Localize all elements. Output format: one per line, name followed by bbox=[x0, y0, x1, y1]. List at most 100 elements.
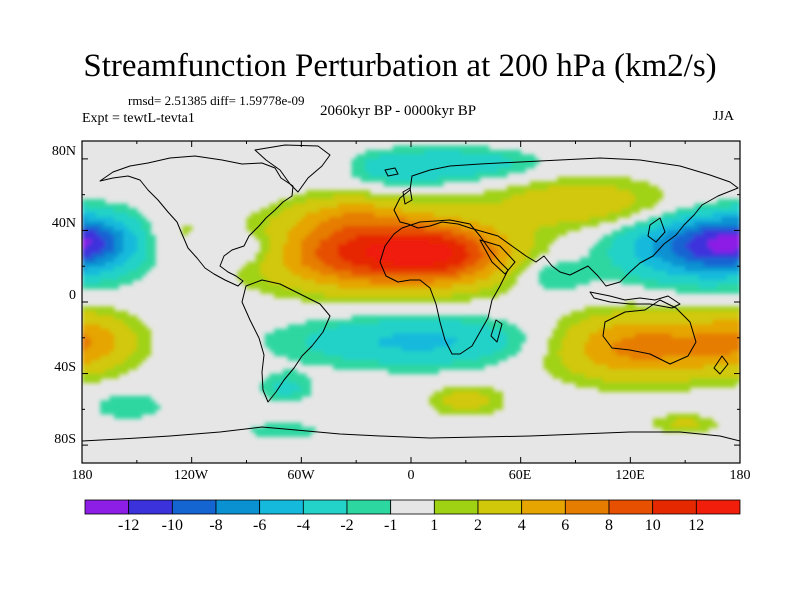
field-cell bbox=[676, 208, 682, 214]
field-cell bbox=[447, 194, 453, 200]
field-cell bbox=[680, 310, 686, 317]
field-cell bbox=[109, 373, 115, 379]
field-cell bbox=[82, 275, 88, 281]
field-cell bbox=[516, 333, 522, 339]
field-cell bbox=[411, 342, 417, 348]
field-cell bbox=[465, 266, 471, 272]
field-cell bbox=[456, 360, 462, 366]
field-cell bbox=[708, 310, 714, 317]
field-cell bbox=[411, 270, 417, 276]
field-cell bbox=[337, 293, 344, 299]
field-cell bbox=[369, 293, 376, 299]
field-cell bbox=[369, 234, 376, 240]
field-cell bbox=[566, 181, 572, 187]
field-cell bbox=[484, 208, 490, 214]
field-cell bbox=[456, 337, 462, 343]
field-cell bbox=[91, 217, 97, 223]
colorbar-label: -6 bbox=[253, 517, 267, 534]
field-cell bbox=[305, 252, 312, 258]
field-cell bbox=[474, 248, 481, 254]
field-cell bbox=[543, 364, 549, 370]
field-cell bbox=[598, 386, 604, 393]
field-cell bbox=[543, 203, 549, 209]
field-cell bbox=[269, 248, 275, 254]
field-cell bbox=[388, 199, 394, 205]
field-cell bbox=[91, 306, 97, 312]
field-cell bbox=[456, 176, 462, 182]
field-cell bbox=[415, 154, 421, 160]
field-cell bbox=[506, 212, 513, 218]
field-cell bbox=[589, 360, 595, 366]
field-cell bbox=[676, 221, 682, 227]
field-cell bbox=[438, 212, 444, 218]
field-cell bbox=[698, 234, 705, 240]
field-cell bbox=[379, 257, 385, 263]
field-cell bbox=[123, 342, 129, 348]
field-cell bbox=[694, 284, 700, 290]
field-cell bbox=[360, 288, 366, 294]
field-cell bbox=[438, 234, 444, 240]
field-cell bbox=[721, 199, 727, 205]
field-cell bbox=[433, 270, 440, 276]
field-cell bbox=[648, 386, 654, 393]
field-cell bbox=[356, 275, 362, 281]
field-cell bbox=[575, 310, 581, 317]
field-cell bbox=[123, 212, 129, 218]
field-cell bbox=[589, 208, 595, 214]
field-cell bbox=[598, 176, 604, 182]
field-cell bbox=[493, 324, 499, 330]
field-cell bbox=[442, 404, 449, 410]
field-cell bbox=[401, 342, 408, 348]
field-cell bbox=[708, 288, 714, 294]
field-cell bbox=[251, 284, 257, 290]
field-cell bbox=[511, 252, 517, 258]
field-cell bbox=[305, 288, 312, 294]
field-cell bbox=[474, 203, 481, 209]
field-cell bbox=[273, 422, 280, 428]
field-cell bbox=[118, 203, 124, 209]
field-cell bbox=[324, 337, 330, 343]
field-cell bbox=[442, 386, 449, 393]
field-cell bbox=[333, 212, 339, 218]
field-cell bbox=[465, 297, 471, 303]
field-cell bbox=[86, 333, 92, 339]
field-cell bbox=[296, 252, 302, 258]
field-cell bbox=[561, 378, 567, 384]
field-cell bbox=[438, 163, 444, 169]
field-cell bbox=[283, 225, 289, 232]
field-cell bbox=[525, 243, 531, 249]
field-cell bbox=[543, 230, 549, 236]
field-cell bbox=[516, 261, 522, 267]
field-cell bbox=[301, 194, 307, 200]
field-cell bbox=[104, 212, 111, 218]
field-cell bbox=[388, 275, 394, 281]
field-cell bbox=[657, 261, 663, 267]
field-cell bbox=[424, 333, 430, 339]
field-cell bbox=[598, 252, 604, 258]
field-cell bbox=[644, 310, 650, 317]
field-cell bbox=[136, 404, 142, 410]
field-cell bbox=[141, 395, 147, 401]
field-cell bbox=[360, 337, 366, 343]
field-cell bbox=[429, 333, 435, 339]
field-cell bbox=[95, 266, 101, 272]
field-cell bbox=[301, 324, 307, 330]
field-cell bbox=[717, 333, 723, 339]
field-cell bbox=[548, 266, 554, 272]
field-cell bbox=[488, 208, 494, 214]
field-cell bbox=[552, 346, 558, 352]
field-cell bbox=[575, 199, 581, 205]
field-cell bbox=[333, 248, 339, 254]
field-cell bbox=[301, 297, 307, 303]
field-cell bbox=[86, 306, 92, 312]
field-cell bbox=[461, 149, 467, 156]
field-cell bbox=[607, 319, 613, 325]
field-cell bbox=[612, 315, 618, 321]
field-cell bbox=[452, 199, 458, 205]
field-cell bbox=[415, 176, 421, 182]
field-cell bbox=[100, 315, 106, 321]
field-cell bbox=[337, 234, 344, 240]
field-cell bbox=[429, 252, 435, 258]
field-cell bbox=[401, 203, 408, 209]
field-cell bbox=[634, 239, 641, 245]
